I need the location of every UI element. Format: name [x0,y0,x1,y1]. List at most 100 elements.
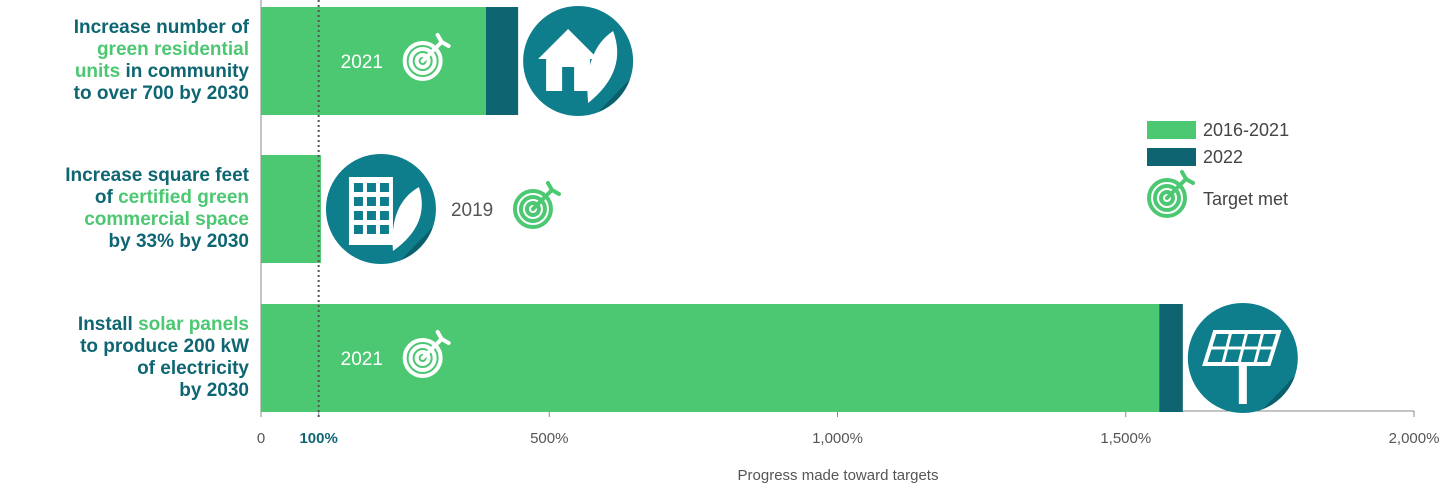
legend-label: Target met [1203,189,1288,209]
target-icon [402,330,451,378]
bar [261,304,1160,412]
x-tick-label: 2,000% [1389,430,1440,447]
label-text: to produce 200 kW [80,336,249,357]
window [353,225,363,234]
legend-swatch [1147,148,1196,166]
window [366,211,376,220]
legend-swatch [1147,121,1196,139]
label-text: of electricity [137,358,249,379]
window [379,183,389,192]
leaf [587,31,618,103]
panel-line [1237,331,1249,365]
legend-target-icon [1147,170,1195,218]
target-year: 2019 [451,200,493,221]
x-axis-label: Progress made toward targets [738,467,939,484]
window [353,197,363,206]
target-ring [518,195,547,223]
category-line: commercial space [0,209,249,231]
target-fletch [1180,170,1195,185]
window [379,197,389,206]
target-fletch [545,181,561,196]
pole [1238,364,1247,404]
target-ring [512,189,553,229]
target-fletch [435,33,451,48]
window [353,183,363,192]
category-line: by 2030 [0,380,249,402]
icon-shadow [1262,376,1295,409]
bar [485,7,519,115]
label-text: in community [120,61,249,82]
bar [261,7,486,115]
target-arrow [420,337,444,360]
window [353,211,363,220]
target-year: 2021 [341,349,383,370]
highlight-text: solar panels [138,314,249,335]
legend-label: 2022 [1203,147,1243,167]
category-line: Increase square feet [0,165,249,187]
target-arrow [1165,177,1188,200]
target-icon [402,33,451,81]
legend-label: 2016-2021 [1203,120,1289,140]
category-line: by 33% by 2030 [0,231,249,253]
category-text: Install solar panels to produce 200 kW of … [0,304,261,412]
panel-line [1253,331,1265,365]
icon-shadow [400,227,433,260]
bar [261,155,321,263]
category-line: of electricity [0,358,249,380]
category-text: Increase number of green residential units… [0,7,261,115]
bar [1159,304,1183,412]
target-ring [402,41,443,81]
window [366,183,376,192]
target-year: 2021 [341,52,383,73]
category-text: Increase square feet of certified green co… [0,155,261,263]
window [379,211,389,220]
label-text: Increase number of [73,17,249,38]
target-icon [512,181,561,229]
category-line: Install solar panels [0,314,249,336]
highlight-text: certified green [118,187,249,208]
target-ring [1153,184,1181,212]
target-arrow [420,40,444,63]
target-ring [1147,178,1187,218]
panel [1202,330,1282,366]
label-text: Install [77,314,139,335]
window [366,197,376,206]
category-line: to produce 200 kW [0,336,249,358]
label-text: by 2030 [179,380,249,401]
category-line: green residential [0,39,249,61]
x-tick-label: 100% [299,430,337,447]
x-tick-label: 1,500% [1100,430,1151,447]
door [562,67,575,91]
target-ring [402,338,443,378]
target-fletch [435,330,451,345]
label-text: Increase square feet [65,165,249,186]
house [538,29,599,91]
target-ring [408,344,437,372]
target-ring [414,53,431,69]
leaf [392,187,422,251]
window [366,225,376,234]
target-ring [408,47,437,75]
window [379,225,389,234]
highlight-text: units [74,61,121,82]
target-ring [1159,190,1175,206]
x-tick-label: 500% [530,430,568,447]
highlight-text: commercial space [84,209,249,230]
category-line: of certified green [0,187,249,209]
highlight-text: green residential [96,39,249,60]
label-text: by 33% by 2030 [108,231,249,252]
x-tick-label: 1,000% [812,430,863,447]
target-arrow [530,188,554,211]
row-icon [325,154,436,264]
category-line: Increase number of [0,17,249,39]
panel-line [1221,331,1233,365]
row-icon [1187,303,1298,413]
label-text: to over 700 by 2030 [73,83,249,104]
x-tick-label: 0 [257,430,265,447]
row-icon [523,6,634,116]
icon-shadow [598,79,631,112]
